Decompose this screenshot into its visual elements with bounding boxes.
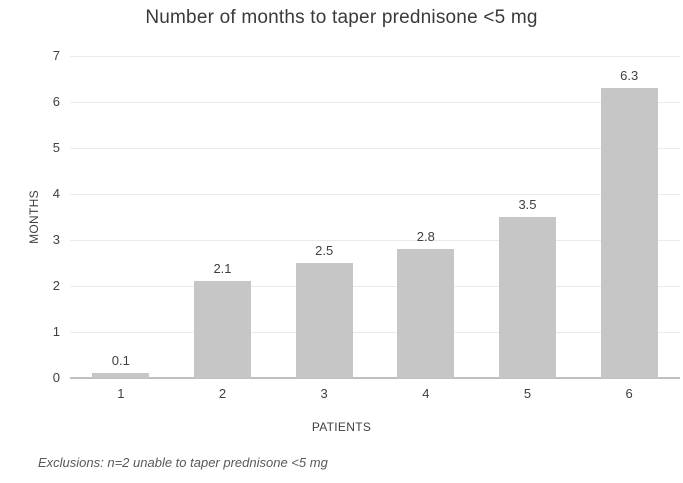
bar-value-label-5: 3.5 (518, 197, 537, 212)
plot-area: 0.1 2.1 2.5 2.8 3.5 6.3 (70, 56, 680, 379)
x-tick-label-2: 2 (218, 386, 227, 401)
y-tick-label-2: 2 (52, 278, 60, 293)
bar-value-label-3: 2.5 (315, 243, 334, 258)
gridline-y-3 (70, 240, 680, 241)
bar-patient-2 (194, 281, 251, 378)
bar-value-label-6: 6.3 (620, 68, 639, 84)
bar-patient-4 (397, 249, 455, 378)
y-tick-label-6: 6 (52, 94, 60, 109)
exclusions-note: Exclusions: n=2 unable to taper predniso… (38, 455, 328, 470)
bar-patient-6 (600, 88, 658, 378)
gridline-y-2 (70, 286, 680, 287)
y-tick-label-1: 1 (52, 324, 60, 339)
bar-value-label-4: 2.8 (416, 229, 435, 245)
x-axis-title: PATIENTS (311, 420, 372, 434)
bar-patient-3 (295, 263, 353, 378)
bar-patient-1 (92, 373, 150, 378)
x-axis-line (70, 377, 680, 379)
chart-title: Number of months to taper prednisone <5 … (145, 7, 538, 28)
y-tick-label-3: 3 (52, 232, 60, 247)
y-tick-label-0: 0 (52, 370, 60, 385)
bar-patient-5 (499, 217, 556, 378)
x-tick-label-6: 6 (625, 386, 633, 401)
y-tick-label-5: 5 (52, 140, 60, 155)
gridline-y-5 (70, 148, 680, 149)
gridline-y-1 (70, 332, 680, 333)
x-tick-label-1: 1 (117, 386, 125, 401)
x-tick-label-3: 3 (320, 386, 328, 401)
bar-value-label-2: 2.1 (213, 261, 232, 277)
y-tick-label-7: 7 (52, 48, 60, 63)
gridline-y-7 (70, 56, 680, 57)
x-tick-label-5: 5 (523, 386, 532, 401)
x-tick-label-4: 4 (422, 386, 430, 401)
y-tick-label-4: 4 (52, 186, 60, 201)
y-axis-title: MONTHS (27, 190, 41, 244)
bar-value-label-1: 0.1 (111, 353, 130, 369)
gridline-y-4 (70, 194, 680, 195)
gridline-y-6 (70, 102, 680, 103)
